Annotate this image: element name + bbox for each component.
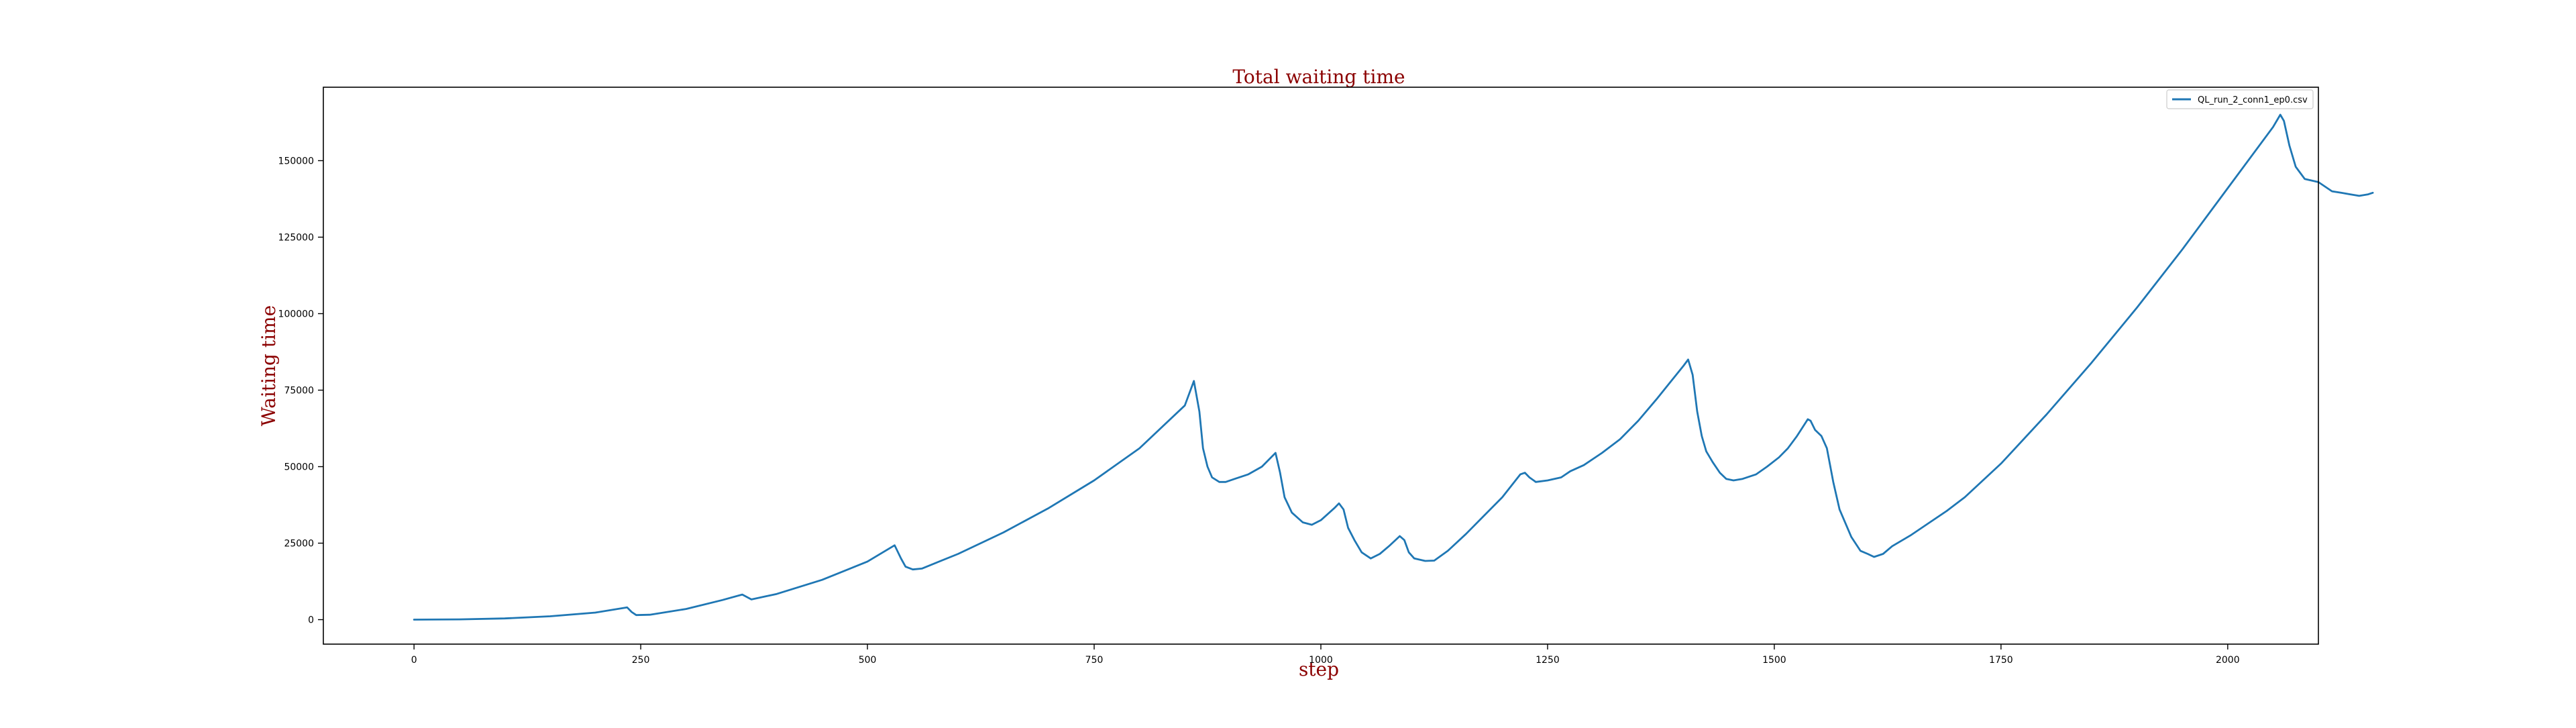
chart-title: Total waiting time [1232, 66, 1405, 88]
y-tick-label: 100000 [278, 309, 314, 319]
x-tick-label: 1500 [1762, 655, 1786, 666]
legend-series-label: QL_run_2_conn1_ep0.csv [2198, 95, 2308, 105]
x-tick-label: 0 [411, 655, 417, 666]
x-tick-label: 1750 [1989, 655, 2013, 666]
x-axis-label: step [1299, 658, 1339, 680]
x-tick-label: 500 [859, 655, 877, 666]
x-tick-label: 1000 [1309, 655, 1333, 666]
x-axis: 0 250 500 750 1000 1250 1500 1750 2000 [411, 644, 2240, 666]
plot-frame [323, 87, 2319, 645]
plot-area [413, 113, 2374, 621]
y-tick-label: 0 [308, 615, 314, 626]
x-tick-label: 1250 [1536, 655, 1560, 666]
x-tick-label: 750 [1085, 655, 1104, 666]
y-axis: 0 25000 50000 75000 100000 125000 150000 [278, 156, 323, 626]
x-tick-label: 2000 [2216, 655, 2240, 666]
series-line-0 [413, 113, 2374, 621]
y-axis-label: Waiting time [258, 305, 280, 426]
y-tick-label: 75000 [284, 385, 314, 396]
y-tick-label: 150000 [278, 156, 314, 166]
x-tick-label: 250 [632, 655, 650, 666]
legend-box [2166, 89, 2314, 109]
legend: QL_run_2_conn1_ep0.csv [2166, 89, 2314, 109]
y-tick-label: 25000 [284, 539, 314, 550]
y-tick-label: 50000 [284, 462, 314, 472]
y-tick-label: 125000 [278, 232, 314, 243]
